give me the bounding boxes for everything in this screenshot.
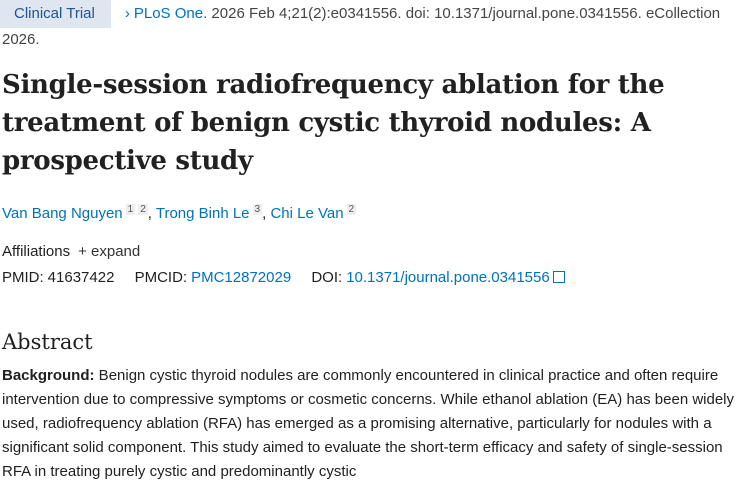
author-list: Van Bang Nguyen 1 2, Trong Binh Le 3, Chi L…: [2, 204, 357, 222]
abstract-heading: Abstract: [2, 330, 93, 354]
affiliation-ref[interactable]: 2: [138, 204, 148, 215]
doi-link[interactable]: 10.1371/journal.pone.0341556: [346, 269, 550, 286]
doi-label: DOI:: [311, 269, 343, 286]
author-link[interactable]: Van Bang Nguyen: [2, 205, 123, 222]
affiliation-ref[interactable]: 1: [125, 204, 136, 215]
external-link-icon[interactable]: [552, 271, 565, 283]
plus-icon: +: [78, 243, 92, 260]
pmid-value: 41637422: [47, 269, 115, 286]
affiliation-ref[interactable]: 3: [252, 204, 263, 215]
affiliations-row: Affiliations + expand: [2, 240, 750, 264]
publication-type-badge: Clinical Trial: [0, 0, 111, 28]
background-text: Benign cystic thyroid nodules are common…: [2, 367, 735, 480]
author-link[interactable]: Chi Le Van: [270, 205, 344, 222]
background-label: Background:: [2, 367, 95, 384]
expand-affiliations-button[interactable]: + expand: [78, 243, 141, 260]
abstract-background: Background: Benign cystic thyroid nodule…: [2, 364, 747, 484]
pmcid-label: PMCID:: [134, 269, 188, 286]
citation-details: 2026 Feb 4;21(2):e0341556. doi: 10.1371/…: [2, 5, 721, 48]
affiliations-label: Affiliations: [2, 243, 71, 260]
affiliation-ref[interactable]: 2: [346, 204, 357, 215]
pmid-label: PMID:: [2, 269, 44, 286]
chevron-right-icon: ›: [124, 5, 130, 22]
citation-line: Clinical Trial › PLoS One. 2026 Feb 4;21(2…: [0, 0, 750, 52]
author-link[interactable]: Trong Binh Le: [155, 205, 250, 222]
article-title: Single-session radiofrequency ablation f…: [2, 70, 665, 176]
identifiers-row: PMID: 41637422 PMCID: PMC12872029 DOI: 10.1…: [2, 264, 750, 292]
pmcid-link[interactable]: PMC12872029: [191, 269, 292, 286]
journal-link[interactable]: PLoS One.: [133, 5, 208, 22]
